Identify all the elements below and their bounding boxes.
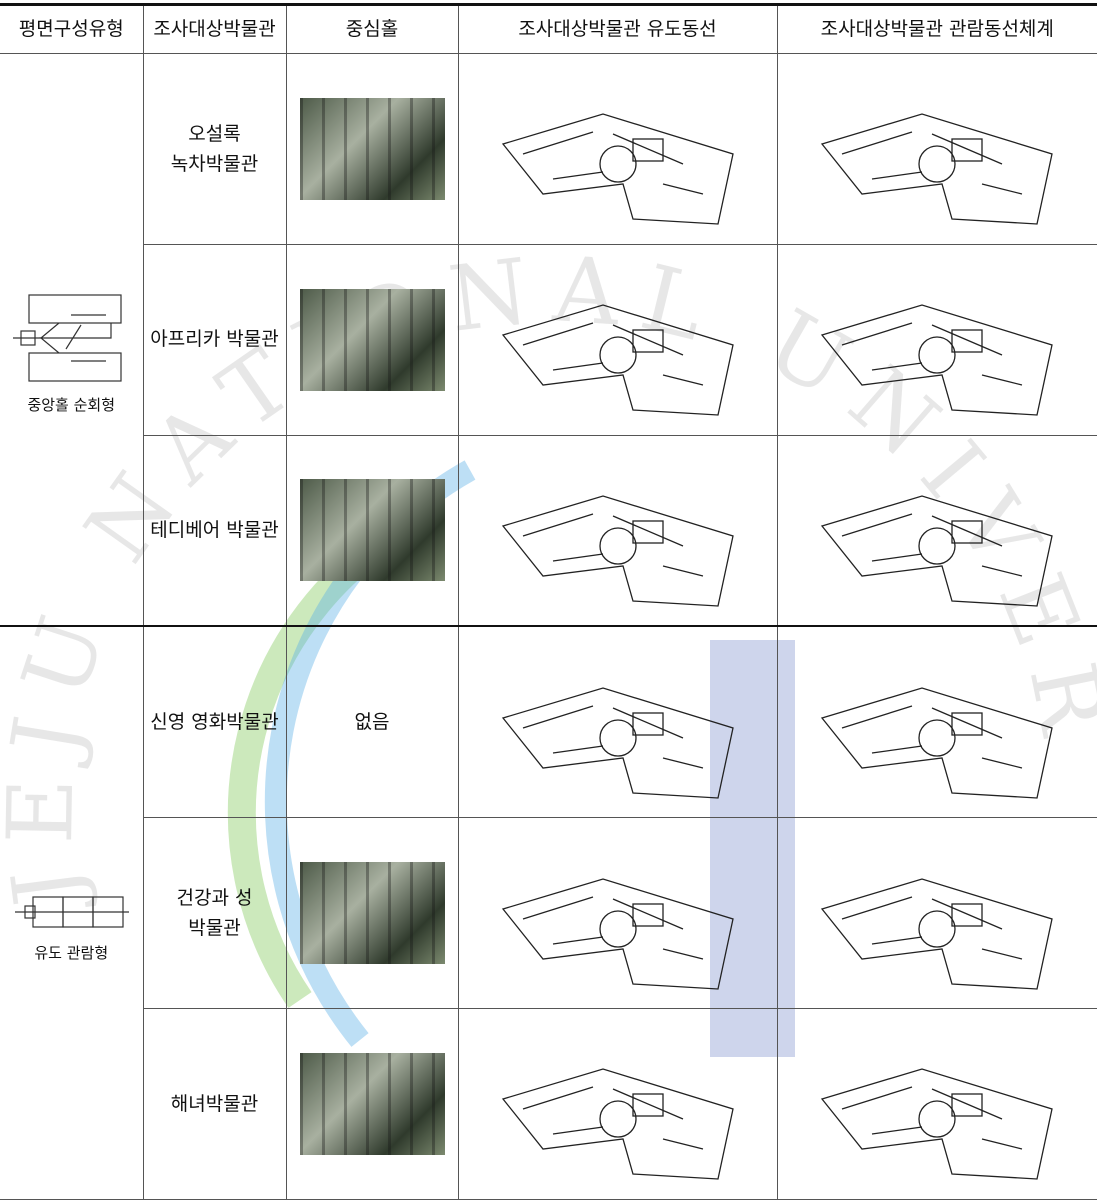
guide-plan-cell — [457, 53, 778, 245]
hall-cell — [285, 243, 459, 436]
guide-plan-cell — [457, 625, 778, 819]
hall-cell — [285, 53, 459, 245]
floor-plan — [821, 113, 1054, 226]
museum-name: 테디베어 박물관 — [142, 434, 287, 627]
type-diagram — [13, 294, 122, 382]
type-cell: 중앙홀 순회형 — [0, 53, 144, 627]
museum-name: 건강과 성 박물관 — [142, 817, 287, 1009]
header-cell: 조사대상박물관 — [142, 3, 287, 54]
guide-plan-cell — [457, 434, 778, 627]
floor-plan — [501, 877, 734, 990]
type-diagram — [15, 895, 130, 928]
hall-photo — [299, 862, 445, 965]
museum-name: 아프리카 박물관 — [142, 243, 287, 436]
museum-name: 해녀박물관 — [142, 1007, 287, 1200]
guide-plan-cell — [457, 243, 778, 436]
guide-plan-cell — [457, 817, 778, 1009]
flow-plan-cell — [776, 817, 1097, 1009]
header-cell: 중심홀 — [285, 3, 459, 54]
hall-photo — [299, 97, 445, 200]
flow-plan-cell — [776, 434, 1097, 627]
table-row: 해녀박물관 — [0, 1007, 1097, 1200]
hall-cell — [285, 817, 459, 1009]
hall-photo — [299, 479, 445, 582]
flow-plan-cell — [776, 1007, 1097, 1200]
museum-name: 오설록 녹차박물관 — [142, 53, 287, 245]
header-cell: 조사대상박물관 관람동선체계 — [776, 3, 1097, 54]
hall-photo — [299, 288, 445, 391]
museum-name: 신영 영화박물관 — [142, 625, 287, 819]
header-cell: 평면구성유형 — [0, 3, 144, 54]
type-label: 유도 관람형 — [34, 943, 109, 962]
header-cell: 조사대상박물관 유도동선 — [457, 3, 778, 54]
floor-plan — [821, 877, 1054, 990]
hall-cell — [285, 1007, 459, 1200]
floor-plan — [501, 113, 734, 226]
flow-plan-cell — [776, 243, 1097, 436]
type-label: 중앙홀 순회형 — [27, 395, 116, 414]
header-row: 평면구성유형 조사대상박물관 중심홀 조사대상박물관 유도동선 조사대상박물관 … — [0, 3, 1097, 54]
type-cell: 유도 관람형 — [0, 625, 144, 1200]
hall-cell — [285, 434, 459, 627]
floor-plan — [821, 495, 1054, 607]
hall-text: 없음 — [285, 625, 459, 819]
table-row: 유도 관람형 신영 영화박물관 없음 — [0, 625, 1097, 1200]
museum-table: 평면구성유형 조사대상박물관 중심홀 조사대상박물관 유도동선 조사대상박물관 … — [0, 3, 1097, 1200]
flow-plan-cell — [776, 625, 1097, 819]
floor-plan — [501, 1068, 734, 1180]
floor-plan — [821, 304, 1054, 416]
table-row: 건강과 성 박물관 — [0, 817, 1097, 1009]
table-row: 중앙홀 순회형 오설록 녹차박물관 — [0, 53, 1097, 627]
table-row: 테디베어 박물관 — [0, 434, 1097, 627]
flow-plan-cell — [776, 53, 1097, 245]
floor-plan — [501, 687, 734, 799]
hall-photo — [299, 1052, 445, 1155]
floor-plan — [501, 495, 734, 607]
floor-plan — [501, 304, 734, 416]
guide-plan-cell — [457, 1007, 778, 1200]
floor-plan — [821, 687, 1054, 799]
floor-plan — [821, 1068, 1054, 1180]
table-row: 아프리카 박물관 — [0, 243, 1097, 436]
